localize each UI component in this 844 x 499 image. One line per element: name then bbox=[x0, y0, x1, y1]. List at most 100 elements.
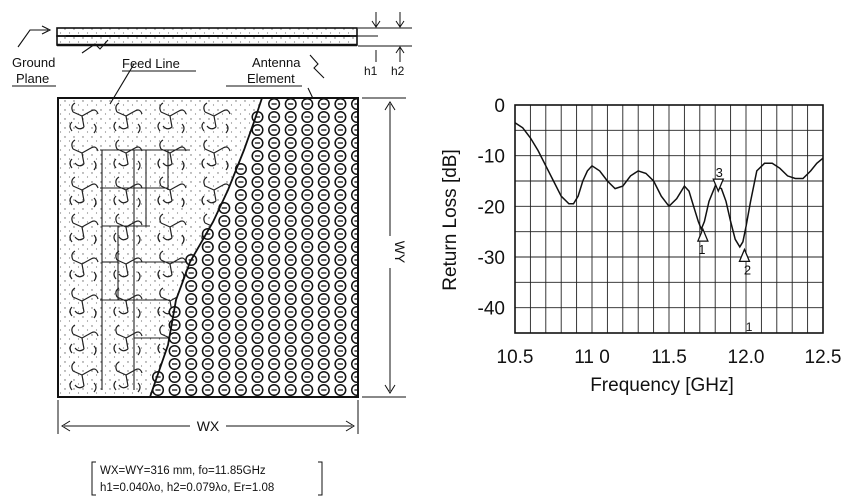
antenna-element bbox=[317, 357, 330, 371]
antenna-element bbox=[317, 175, 330, 189]
antenna-element bbox=[317, 279, 330, 293]
antenna-element bbox=[301, 240, 314, 254]
feed-element bbox=[69, 102, 99, 134]
antenna-element bbox=[334, 240, 347, 254]
antenna-element bbox=[168, 357, 181, 371]
wx-label: WX bbox=[197, 418, 220, 434]
return-loss-chart: 0 -10 -20 -30 -40 10.5 11 0 11.5 12.0 12.5 1 2 3 1… bbox=[440, 96, 841, 396]
antenna-element bbox=[251, 318, 264, 332]
antenna-element bbox=[317, 162, 330, 176]
antenna-element bbox=[350, 149, 357, 163]
antenna-element bbox=[234, 201, 247, 215]
antenna-element bbox=[350, 344, 357, 358]
antenna-element bbox=[317, 240, 330, 254]
antenna-element bbox=[185, 279, 198, 293]
feed-element bbox=[113, 324, 143, 356]
antenna-element bbox=[185, 331, 198, 345]
antenna-element bbox=[201, 357, 214, 371]
antenna-element bbox=[201, 318, 214, 332]
antenna-element bbox=[284, 110, 297, 124]
antenna-element bbox=[251, 357, 264, 371]
antenna-element bbox=[234, 331, 247, 345]
antenna-element bbox=[218, 318, 231, 332]
antenna-element bbox=[301, 344, 314, 358]
antenna-element bbox=[284, 240, 297, 254]
feed-element bbox=[157, 176, 187, 208]
antenna-element bbox=[268, 162, 281, 176]
feed-element bbox=[201, 102, 231, 134]
x-tick-label: 12.5 bbox=[805, 347, 842, 368]
y-tick-label: -10 bbox=[478, 147, 505, 168]
feed-element bbox=[157, 139, 187, 171]
antenna-element bbox=[317, 318, 330, 332]
antenna-element bbox=[268, 123, 281, 137]
antenna-element bbox=[350, 383, 357, 396]
chart-grid bbox=[514, 104, 824, 334]
antenna-element bbox=[284, 305, 297, 319]
antenna-element bbox=[168, 344, 181, 358]
antenna-element bbox=[284, 318, 297, 332]
y-tick-label: -20 bbox=[478, 197, 505, 218]
antenna-element bbox=[251, 188, 264, 202]
wy-label: WY bbox=[392, 241, 408, 264]
antenna-element bbox=[350, 279, 357, 293]
antenna-element bbox=[268, 279, 281, 293]
antenna-element bbox=[218, 227, 231, 241]
antenna-element bbox=[234, 253, 247, 267]
antenna-element bbox=[301, 110, 314, 124]
antenna-element bbox=[218, 292, 231, 306]
antenna-element bbox=[301, 149, 314, 163]
cross-section bbox=[56, 12, 412, 62]
antenna-element bbox=[218, 383, 231, 396]
antenna-element bbox=[301, 214, 314, 228]
antenna-element bbox=[334, 318, 347, 332]
antenna-element bbox=[268, 331, 281, 345]
feed-element bbox=[69, 324, 99, 356]
antenna-element bbox=[218, 370, 231, 384]
antenna-element bbox=[284, 266, 297, 280]
antenna-panel bbox=[57, 97, 359, 398]
antenna-element bbox=[218, 279, 231, 293]
antenna-element bbox=[301, 123, 314, 137]
antenna-element bbox=[317, 383, 330, 396]
antenna-element bbox=[251, 201, 264, 215]
antenna-element bbox=[234, 318, 247, 332]
antenna-element bbox=[334, 292, 347, 306]
feed-element bbox=[69, 287, 99, 319]
antenna-element bbox=[251, 305, 264, 319]
antenna-element bbox=[284, 123, 297, 137]
antenna-element bbox=[284, 331, 297, 345]
dimension-lines bbox=[57, 97, 406, 434]
antenna-element-grid bbox=[151, 99, 357, 396]
antenna-element bbox=[268, 383, 281, 396]
antenna-element bbox=[301, 136, 314, 150]
antenna-element bbox=[334, 383, 347, 396]
antenna-element bbox=[268, 136, 281, 150]
feed-element bbox=[113, 213, 143, 245]
antenna-element bbox=[234, 344, 247, 358]
x-tick-labels: 10.5 11 0 11.5 12.0 12.5 bbox=[497, 347, 842, 368]
antenna-element bbox=[185, 370, 198, 384]
antenna-element bbox=[334, 344, 347, 358]
antenna-element bbox=[350, 318, 357, 332]
antenna-element-label-line2: Element bbox=[247, 71, 295, 86]
antenna-element bbox=[317, 266, 330, 280]
antenna-element bbox=[284, 227, 297, 241]
antenna-element bbox=[251, 383, 264, 396]
antenna-element bbox=[234, 370, 247, 384]
antenna-element bbox=[350, 266, 357, 280]
antenna-element bbox=[218, 266, 231, 280]
antenna-element bbox=[301, 318, 314, 332]
x-tick-label: 11.5 bbox=[651, 347, 687, 368]
antenna-element bbox=[185, 305, 198, 319]
antenna-element bbox=[218, 253, 231, 267]
antenna-element bbox=[201, 240, 214, 254]
antenna-element bbox=[284, 292, 297, 306]
antenna-element bbox=[201, 344, 214, 358]
antenna-element bbox=[317, 331, 330, 345]
antenna-element bbox=[218, 344, 231, 358]
antenna-element bbox=[185, 357, 198, 371]
antenna-element bbox=[251, 266, 264, 280]
h1-label: h1 bbox=[364, 64, 378, 78]
antenna-element bbox=[317, 123, 330, 137]
